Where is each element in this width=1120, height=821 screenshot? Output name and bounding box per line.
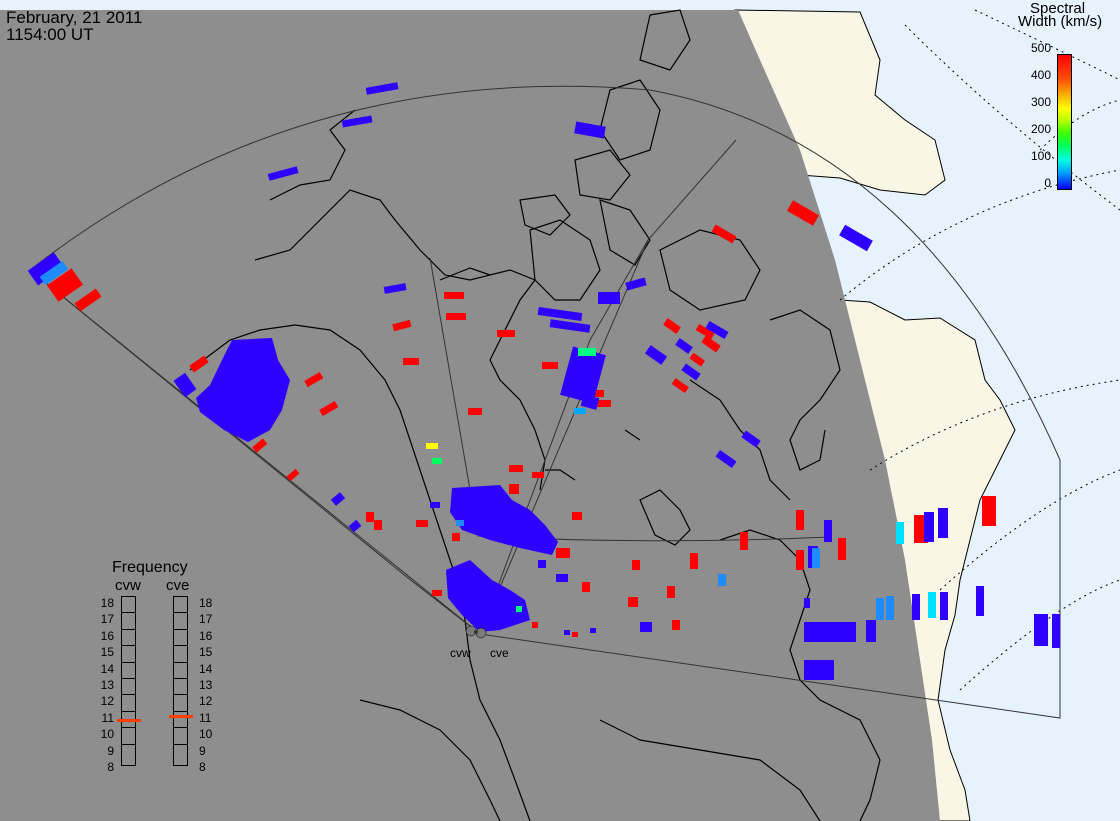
colorbar-tick: 500 [1030, 41, 1051, 55]
freq-tick: 8 [107, 760, 114, 775]
freq-tick: 10 [100, 727, 114, 742]
coastlines [189, 9, 881, 821]
frequency-bar-cve [173, 596, 188, 766]
frequency-marker-cve [169, 715, 193, 719]
freq-tick: 15 [100, 645, 114, 660]
freq-tick: 17 [100, 612, 114, 627]
frequency-radar-label-cve: cve [166, 577, 190, 594]
colorbar-tick: 400 [1030, 68, 1051, 82]
date-label: February, 21 2011 [6, 8, 143, 27]
freq-tick: 11 [199, 710, 212, 725]
frequency-marker-cvw [117, 718, 141, 722]
radar-sites [465, 625, 487, 639]
freq-tick: 9 [107, 743, 114, 758]
freq-tick: 8 [199, 760, 206, 775]
spectral-width-colorbar [1057, 54, 1072, 190]
freq-tick: 14 [100, 661, 114, 676]
freq-tick: 18 [100, 596, 114, 610]
colorbar-tick: 300 [1030, 95, 1051, 109]
night-shading [0, 10, 940, 821]
frequency-ticks-left: 18 17 16 15 14 13 12 11 10 9 8 [98, 595, 114, 775]
freq-tick: 18 [199, 596, 213, 610]
frequency-panel-title: Frequency [112, 559, 188, 576]
colorbar-tick: 0 [1044, 176, 1051, 190]
colorbar-title-line2: Width (km/s) [1018, 13, 1103, 30]
freq-tick: 13 [100, 678, 114, 693]
freq-tick: 16 [100, 628, 114, 643]
colorbar-tick: 100 [1030, 149, 1051, 163]
frequency-ticks-right: 18 17 16 15 14 13 12 11 10 9 8 [199, 595, 212, 775]
freq-tick: 12 [199, 694, 213, 709]
freq-tick: 12 [100, 694, 114, 709]
site-label-cve: cve [490, 646, 509, 660]
freq-tick: 17 [199, 612, 213, 627]
freq-tick: 14 [199, 661, 213, 676]
latitude-grid [839, 9, 1120, 691]
freq-tick: 10 [199, 727, 213, 742]
colorbar-title-line1: Spectral [1030, 0, 1086, 17]
time-label: 1154:00 UT [6, 25, 94, 44]
frequency-bar-cvw [121, 596, 136, 766]
freq-tick: 9 [199, 743, 206, 758]
echo-cells-blue [27, 82, 1060, 680]
frequency-radar-label-cvw: cvw [115, 577, 141, 594]
freq-tick: 16 [199, 628, 213, 643]
colorbar-tick: 200 [1030, 122, 1051, 136]
echo-cells-other [39, 260, 936, 620]
freq-tick: 15 [199, 645, 213, 660]
site-label-cvw: cvw [450, 646, 471, 660]
freq-tick: 13 [199, 678, 213, 693]
freq-tick: 11 [101, 710, 114, 725]
